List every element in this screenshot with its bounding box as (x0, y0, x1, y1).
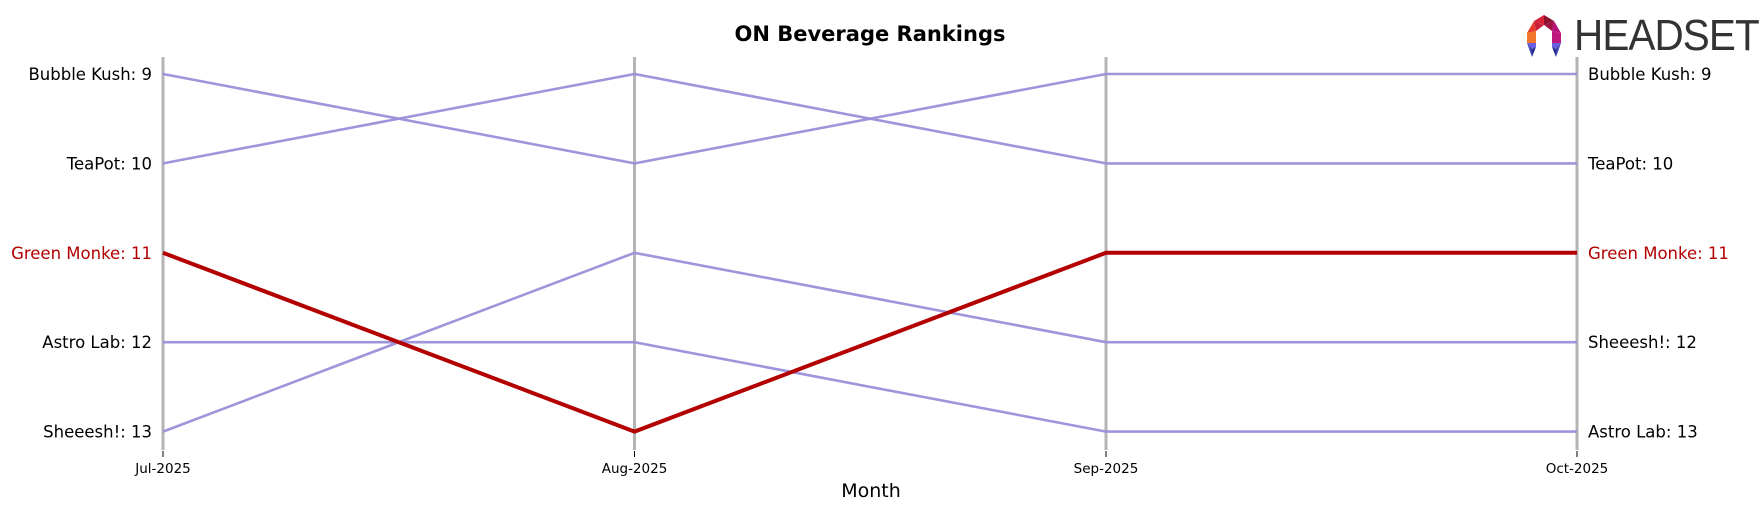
highlight-series-line (162, 250, 1577, 434)
right-rank-labels: Bubble Kush: 9 TeaPot: 10 Green Monke: 11 S… (1587, 65, 1729, 442)
series-line-astro-lab (163, 340, 1577, 433)
left-rank-label: Astro Lab: 12 (42, 333, 152, 352)
x-tick-label: Oct-2025 (1546, 461, 1609, 477)
chart-title: ON Beverage Rankings (734, 22, 1006, 46)
left-rank-label: Sheeesh!: 13 (43, 423, 152, 442)
left-rank-labels: Bubble Kush: 9 TeaPot: 10 Green Monke: 11 A… (11, 65, 152, 442)
series-line-teapot (162, 72, 1577, 165)
right-rank-label: Bubble Kush: 9 (1588, 65, 1712, 84)
right-rank-label: TeaPot: 10 (1587, 154, 1673, 173)
headset-logo: HEADSET (1524, 12, 1760, 60)
logo-text: HEADSET (1574, 11, 1760, 60)
x-tick-label: Jul-2025 (134, 461, 191, 477)
right-rank-label: Astro Lab: 13 (1588, 423, 1698, 442)
x-tick-label: Aug-2025 (602, 461, 668, 477)
x-tick-label: Sep-2025 (1074, 461, 1139, 477)
left-rank-label: Green Monke: 11 (11, 244, 152, 263)
headset-logo-icon (1527, 15, 1561, 57)
right-rank-label: Sheeesh!: 12 (1588, 333, 1697, 352)
x-tick-labels: Jul-2025 Aug-2025 Sep-2025 Oct-2025 (134, 451, 1608, 477)
right-rank-label: Green Monke: 11 (1588, 244, 1729, 263)
x-axis-label: Month (841, 480, 901, 502)
left-rank-label: Bubble Kush: 9 (28, 65, 152, 84)
series-line-green-monke (162, 250, 1577, 434)
left-rank-label: TeaPot: 10 (66, 154, 152, 173)
